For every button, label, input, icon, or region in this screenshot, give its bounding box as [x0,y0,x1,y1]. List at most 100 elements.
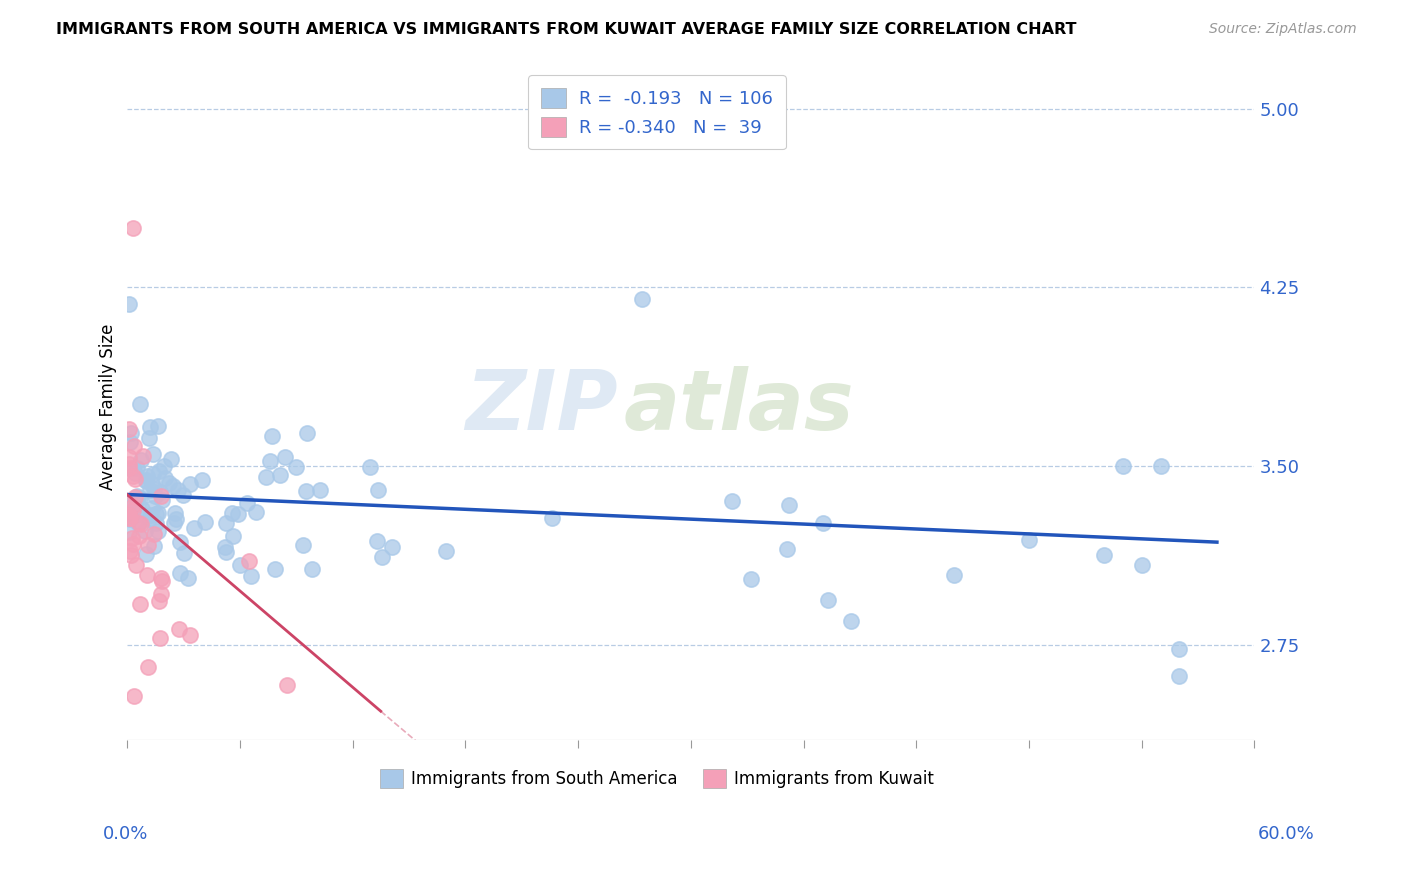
Point [264,561,287,575]
Point [215,545,238,559]
Point [120,549,142,563]
Text: IMMIGRANTS FROM SOUTH AMERICA VS IMMIGRANTS FROM KUWAIT AVERAGE FAMILY SIZE CORR: IMMIGRANTS FROM SOUTH AMERICA VS IMMIGRA… [56,22,1077,37]
Point [122,499,145,513]
Point [367,483,389,497]
Point [150,574,173,588]
Point [1168,642,1191,657]
Point [127,491,149,506]
Point [141,477,163,491]
Point [127,516,149,530]
Point [309,483,332,497]
Point [776,541,799,556]
Point [135,473,157,487]
Point [121,531,143,545]
Point [128,516,150,531]
Point [179,477,201,491]
Point [215,516,238,530]
Point [145,516,167,530]
Point [811,516,834,531]
Point [128,529,150,543]
Point [359,460,381,475]
Point [129,517,152,532]
Point [129,453,152,467]
Point [221,507,243,521]
Point [122,503,145,517]
Point [146,506,169,520]
Point [120,435,142,450]
Point [150,493,173,508]
Point [122,439,145,453]
Point [136,568,159,582]
Text: ZIP: ZIP [465,366,617,447]
Point [381,540,404,554]
Legend: Immigrants from South America, Immigrants from Kuwait: Immigrants from South America, Immigrant… [373,763,941,795]
Text: 0.0%: 0.0% [103,825,148,843]
Point [434,544,457,558]
Point [124,490,146,504]
Point [134,524,156,538]
Point [118,450,141,465]
Point [142,482,165,496]
Point [228,558,250,572]
Point [191,473,214,487]
Point [236,496,259,510]
Point [169,535,191,549]
Point [120,425,142,440]
Point [541,511,564,525]
Point [259,454,281,468]
Point [150,587,173,601]
Point [121,220,143,235]
Point [135,474,157,488]
Point [122,537,145,551]
Point [138,431,160,445]
Point [284,460,307,475]
Point [163,506,186,520]
Point [122,460,145,475]
Point [118,461,141,475]
Point [120,500,142,514]
Point [301,562,323,576]
Point [245,505,267,519]
Point [276,678,298,692]
Point [141,447,163,461]
Point [292,538,315,552]
Point [136,469,159,483]
Point [125,489,148,503]
Point [366,534,388,549]
Text: 60.0%: 60.0% [1258,825,1315,843]
Point [146,524,169,538]
Point [136,660,159,674]
Point [118,510,141,524]
Point [148,464,170,478]
Point [222,529,245,543]
Point [149,484,172,499]
Point [139,508,162,522]
Point [942,568,965,582]
Point [1130,558,1153,573]
Point [160,451,183,466]
Point [240,569,263,583]
Point [173,546,195,560]
Point [149,489,172,503]
Point [167,483,190,497]
Point [143,489,166,503]
Point [214,540,236,554]
Point [138,512,160,526]
Point [118,422,141,436]
Point [260,429,283,443]
Point [1112,458,1135,473]
Point [125,558,148,572]
Point [162,479,184,493]
Point [295,425,318,440]
Point [124,472,146,486]
Point [371,549,394,564]
Point [122,690,145,704]
Point [149,631,172,645]
Point [153,470,176,484]
Point [1149,458,1171,473]
Point [135,547,157,561]
Point [172,488,194,502]
Point [146,419,169,434]
Point [118,495,141,509]
Point [165,512,187,526]
